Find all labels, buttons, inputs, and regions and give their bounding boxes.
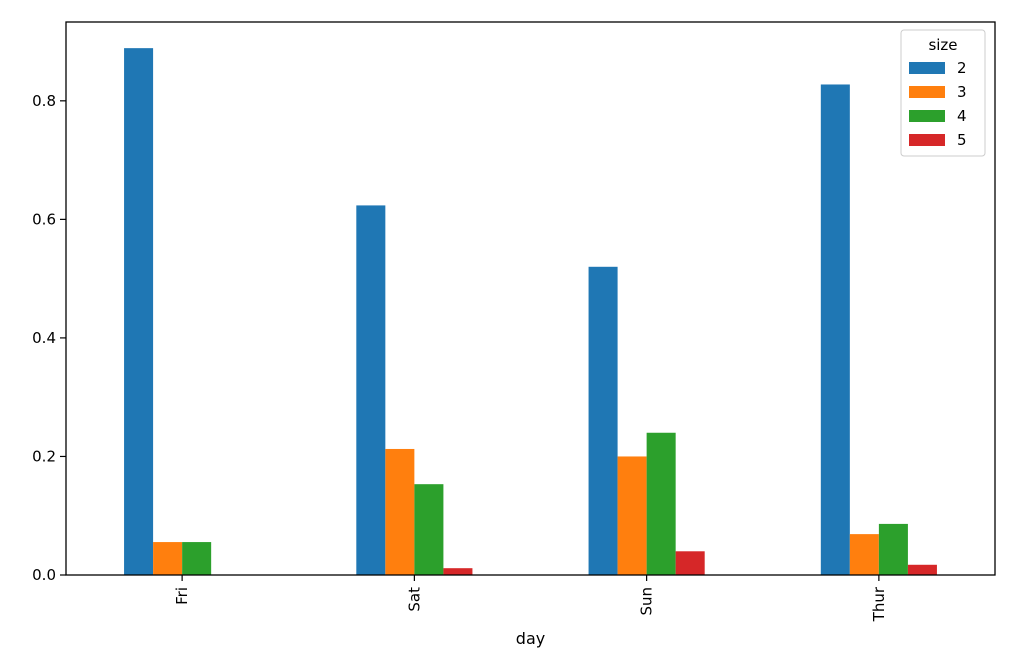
bar-sun-size-4 <box>646 432 676 575</box>
y-tick-label: 0.0 <box>32 566 56 584</box>
bar-sat-size-2 <box>356 205 386 575</box>
legend-swatch-size-5 <box>909 134 945 146</box>
bar-thur-size-2 <box>820 84 850 575</box>
x-tick-label-sat: Sat <box>405 587 423 612</box>
x-tick-label-thur: Thur <box>870 586 888 622</box>
legend-swatch-size-3 <box>909 86 945 98</box>
bar-fri-size-4 <box>182 542 212 575</box>
y-tick-label: 0.8 <box>32 92 56 110</box>
x-axis: Fri Sat Sun Thur <box>173 575 888 622</box>
legend-title: size <box>928 36 957 54</box>
legend-swatch-size-2 <box>909 62 945 74</box>
bar-thur-size-4 <box>878 523 908 575</box>
bar-sat-size-4 <box>414 484 444 575</box>
bar-thur-size-5 <box>907 564 937 575</box>
y-tick-label: 0.4 <box>32 329 56 347</box>
legend-label-size-2: 2 <box>957 59 967 77</box>
bar-sat-size-5 <box>443 568 473 575</box>
x-tick-label-sun: Sun <box>638 587 656 616</box>
x-axis-label: day <box>516 629 545 648</box>
bars-layer <box>124 48 937 575</box>
legend-label-size-3: 3 <box>957 83 967 101</box>
bar-sun-size-3 <box>617 456 647 575</box>
legend-label-size-4: 4 <box>957 107 967 125</box>
x-tick-label-fri: Fri <box>173 587 191 605</box>
bar-sat-size-3 <box>385 448 415 575</box>
legend-items: 2 3 4 5 <box>909 59 967 149</box>
bar-sun-size-5 <box>675 551 705 575</box>
plot-frame <box>65 21 996 576</box>
bar-sun-size-2 <box>588 266 618 575</box>
bar-thur-size-3 <box>849 534 879 575</box>
legend-label-size-5: 5 <box>957 131 967 149</box>
y-axis: 0.0 0.2 0.4 0.6 0.8 <box>32 92 66 584</box>
bar-fri-size-2 <box>124 48 154 575</box>
bar-fri-size-3 <box>153 542 183 575</box>
y-tick-label: 0.6 <box>32 210 56 228</box>
legend: size 2 3 4 5 <box>900 29 986 157</box>
legend-swatch-size-4 <box>909 110 945 122</box>
y-tick-label: 0.2 <box>32 447 56 465</box>
